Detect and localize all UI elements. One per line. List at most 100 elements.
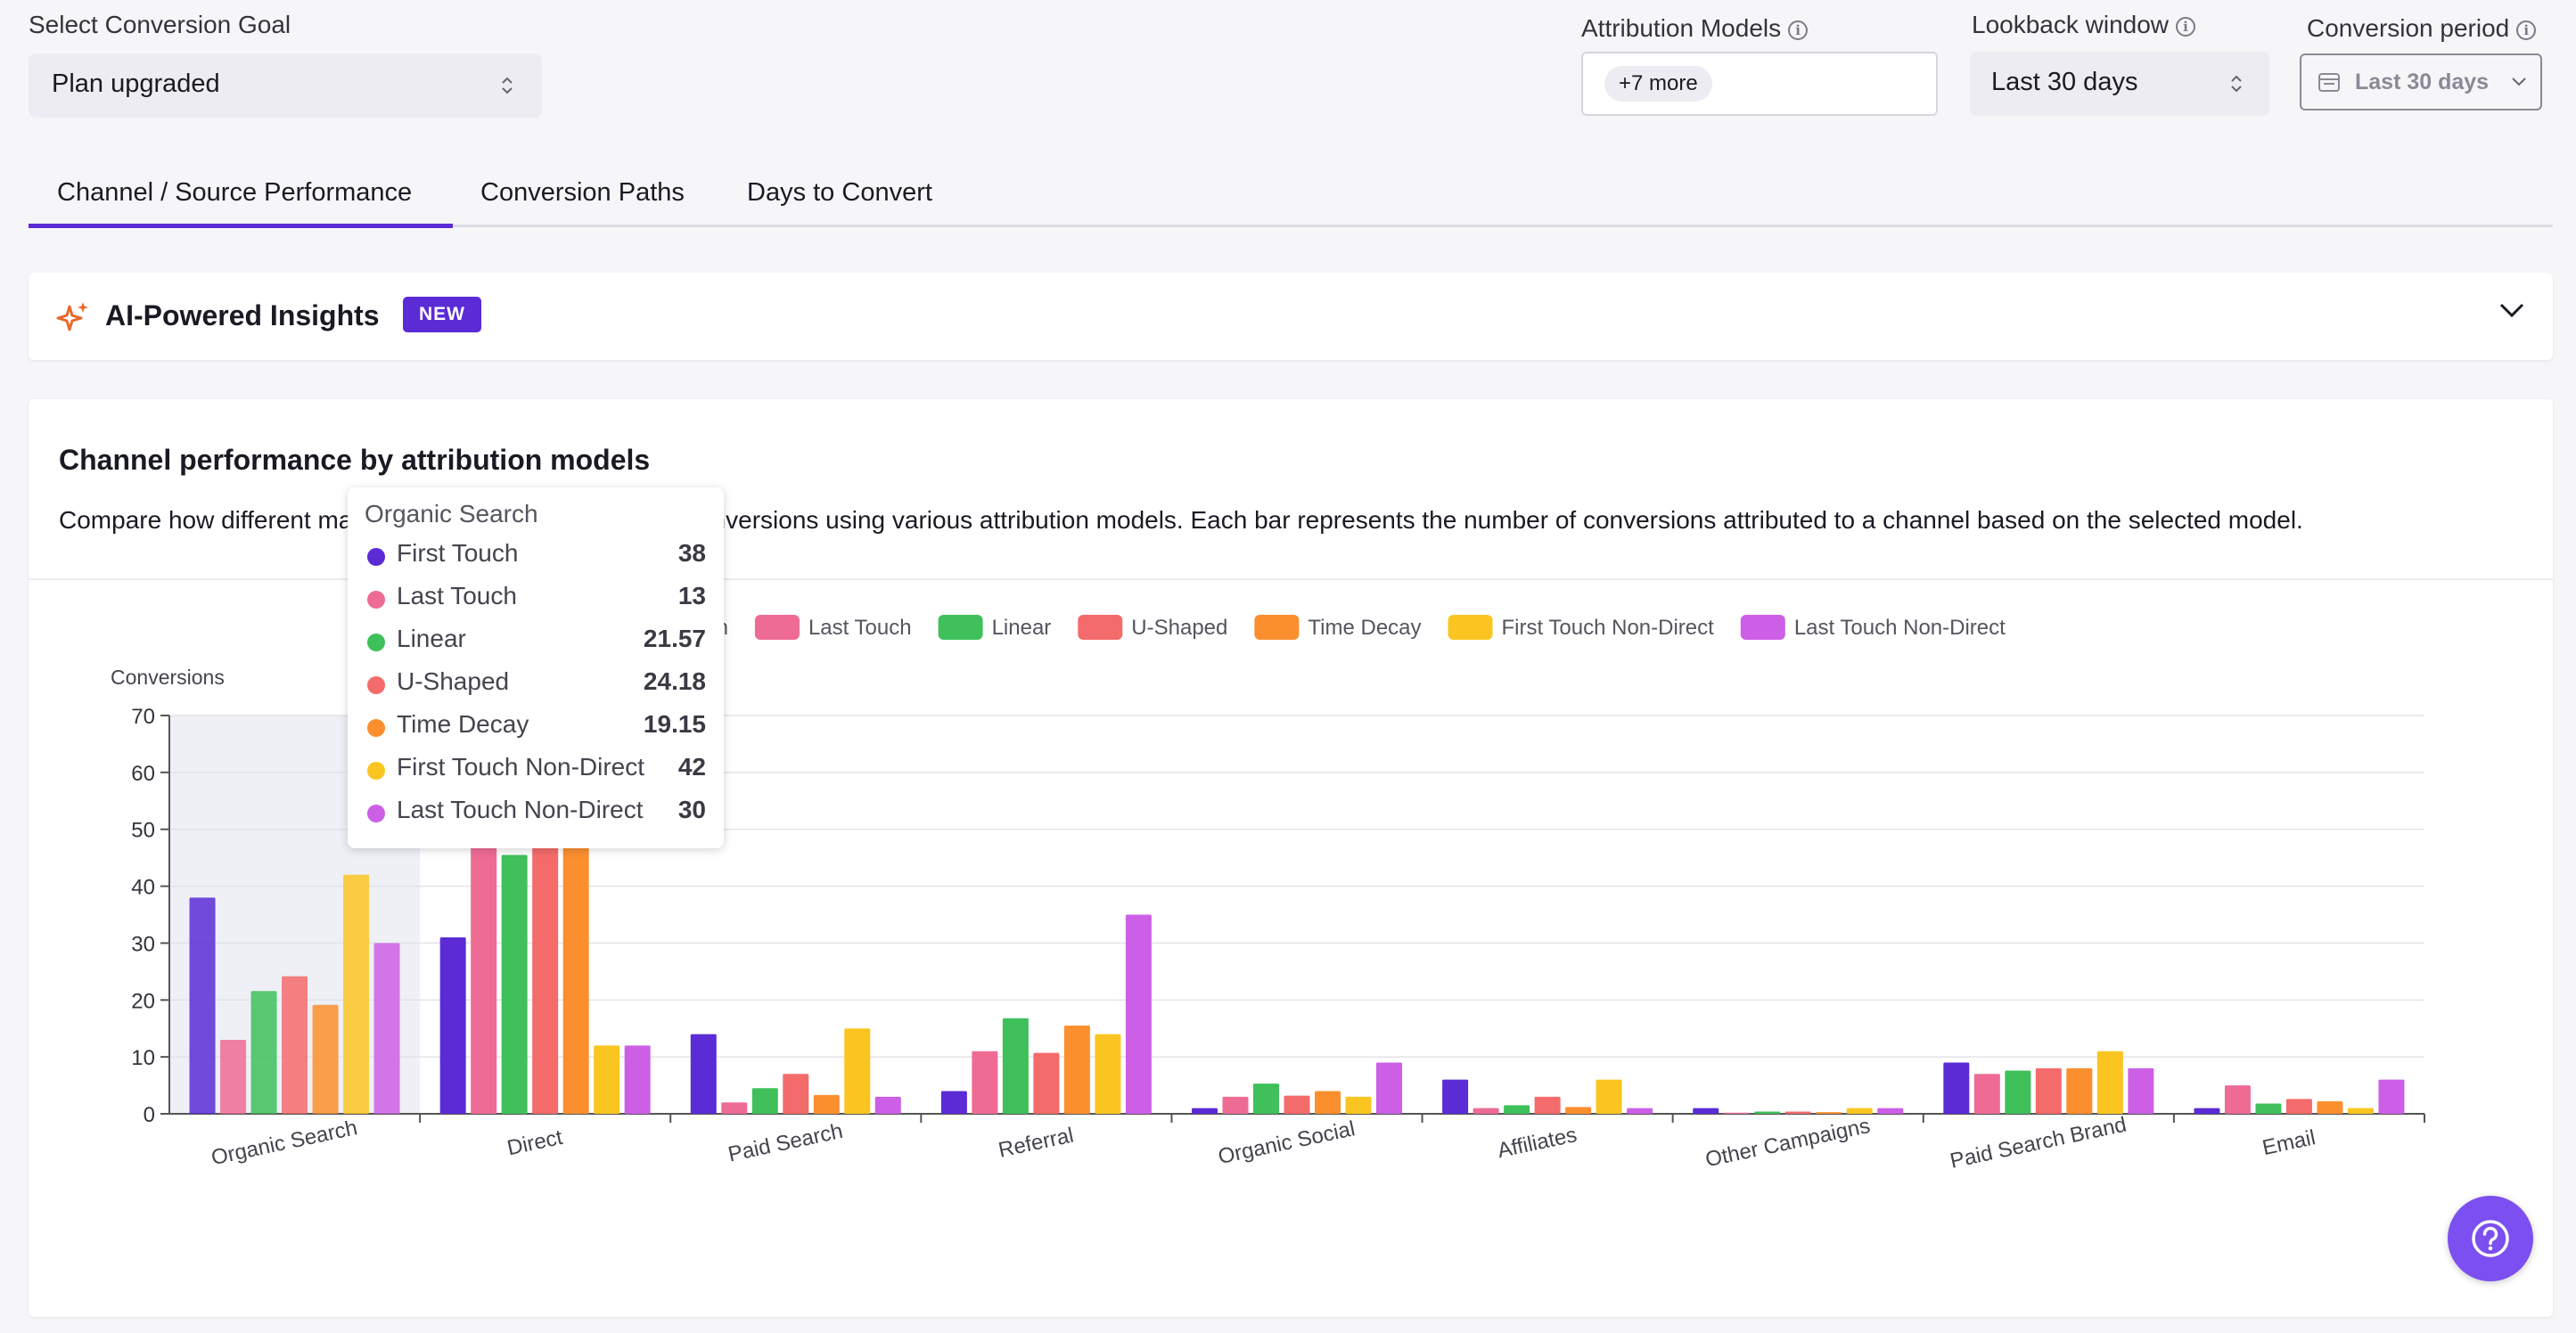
bar <box>1002 1018 1029 1114</box>
y-tick-label: 50 <box>131 819 155 843</box>
attribution-chip[interactable]: +7 more <box>1604 66 1712 102</box>
attribution-models-label: Attribution Models i <box>1581 14 1809 43</box>
bar <box>2096 1051 2123 1114</box>
bar <box>1442 1079 1469 1114</box>
legend-label: Last Touch Non-Direct <box>1794 616 2006 640</box>
goal-select-value: Plan upgraded <box>52 70 220 98</box>
bar <box>1784 1111 1811 1114</box>
bar <box>1627 1108 1653 1114</box>
tooltip-row-name: First Touch Non-Direct <box>397 753 645 781</box>
bar <box>2005 1070 2031 1114</box>
tooltip-row-value: 13 <box>677 582 706 609</box>
y-tick-label: 20 <box>131 989 155 1013</box>
conversion-period-value: Last 30 days <box>2355 70 2490 94</box>
lookback-label-text: Lookback window <box>1972 11 2170 38</box>
goal-select[interactable]: Plan upgraded <box>29 53 542 118</box>
help-button[interactable] <box>2448 1196 2533 1281</box>
bar <box>250 991 277 1114</box>
bar <box>1596 1079 1622 1114</box>
legend-dot <box>367 805 385 822</box>
attribution-models-select[interactable]: +7 more <box>1581 52 1938 116</box>
bar <box>783 1074 809 1114</box>
bar <box>1943 1062 1970 1114</box>
info-icon[interactable]: i <box>2516 20 2537 40</box>
bar <box>1284 1095 1310 1114</box>
bar <box>1253 1084 1279 1114</box>
chart-card-divider <box>29 578 2553 580</box>
bar <box>373 943 400 1114</box>
legend-dot <box>367 548 385 566</box>
bar <box>1345 1096 1372 1114</box>
tooltip-row: First Touch Non-Direct 42 <box>367 753 706 789</box>
bar <box>2066 1067 2093 1114</box>
chevron-updown-icon <box>502 77 513 94</box>
bar <box>220 1039 247 1114</box>
bar <box>844 1028 871 1114</box>
y-axis-label: Conversions <box>111 666 225 689</box>
tooltip-row-value: 24.18 <box>643 667 706 695</box>
x-tick-label: Organic Social <box>1216 1116 1357 1169</box>
x-tick-label: Email <box>2260 1125 2318 1160</box>
bar <box>439 937 466 1114</box>
bar <box>2285 1099 2312 1114</box>
bar <box>813 1094 840 1114</box>
bar <box>1565 1107 1592 1114</box>
bar <box>2128 1067 2154 1114</box>
bar <box>1125 914 1152 1114</box>
bar <box>1877 1108 1904 1114</box>
legend-label: Time Decay <box>1308 616 1421 640</box>
bar <box>940 1091 967 1114</box>
tab-channel-source-performance[interactable]: Channel / Source Performance <box>57 178 413 207</box>
tooltip-title: Organic Search <box>365 500 538 527</box>
bar <box>1534 1096 1561 1114</box>
chart-card-title: Channel performance by attribution model… <box>59 444 651 476</box>
bar <box>1723 1112 1750 1114</box>
tooltip-row: Last Touch Non-Direct 30 <box>367 796 706 831</box>
ai-insights-title: AI-Powered Insights <box>105 299 380 331</box>
conversion-period-select[interactable]: Last 30 days <box>2300 53 2542 110</box>
tooltip-row-name: U-Shaped <box>397 667 510 695</box>
legend-swatch <box>1254 615 1300 640</box>
bar <box>1315 1091 1341 1114</box>
x-tick-label: Referral <box>997 1124 1076 1163</box>
legend-label: U-Shaped <box>1131 616 1227 640</box>
bar <box>690 1034 717 1114</box>
x-tick-label: Affiliates <box>1496 1123 1579 1163</box>
tooltip-row-name: Time Decay <box>397 710 529 738</box>
bar <box>2224 1085 2251 1114</box>
bar <box>2255 1103 2282 1114</box>
bar <box>2378 1079 2405 1114</box>
active-tab-indicator <box>29 224 453 228</box>
legend-label: Last Touch <box>808 616 912 640</box>
tab-days-to-convert[interactable]: Days to Convert <box>747 178 932 207</box>
info-icon[interactable]: i <box>2176 16 2196 37</box>
bar <box>1376 1062 1402 1114</box>
x-tick-label: Direct <box>505 1125 565 1161</box>
legend-dot <box>367 634 385 651</box>
tooltip-row-value: 38 <box>677 539 706 567</box>
bar <box>2035 1067 2062 1114</box>
lookback-select-value: Last 30 days <box>1991 68 2138 96</box>
new-badge: NEW <box>403 297 481 332</box>
legend-swatch <box>1740 615 1785 640</box>
conversion-period-label-text: Conversion period <box>2307 14 2510 42</box>
bar <box>471 761 497 1114</box>
legend-dot <box>367 762 385 780</box>
bar <box>1473 1108 1499 1114</box>
chevron-down-icon[interactable] <box>2498 299 2526 321</box>
bar <box>1063 1026 1090 1114</box>
bar <box>1816 1112 1842 1114</box>
ai-insights-panel[interactable]: AI-Powered Insights NEW <box>29 273 2553 360</box>
bar <box>624 1045 651 1114</box>
legend-dot <box>367 591 385 609</box>
bar <box>751 1088 778 1114</box>
tooltip-row: Last Touch 13 <box>367 582 706 617</box>
lookback-select[interactable]: Last 30 days <box>1970 52 2269 116</box>
lookback-label: Lookback window i <box>1972 11 2196 39</box>
bar <box>1754 1111 1781 1114</box>
bar <box>282 976 308 1114</box>
info-icon[interactable]: i <box>1788 20 1809 40</box>
help-icon <box>2472 1220 2509 1257</box>
tab-conversion-paths[interactable]: Conversion Paths <box>480 178 685 207</box>
